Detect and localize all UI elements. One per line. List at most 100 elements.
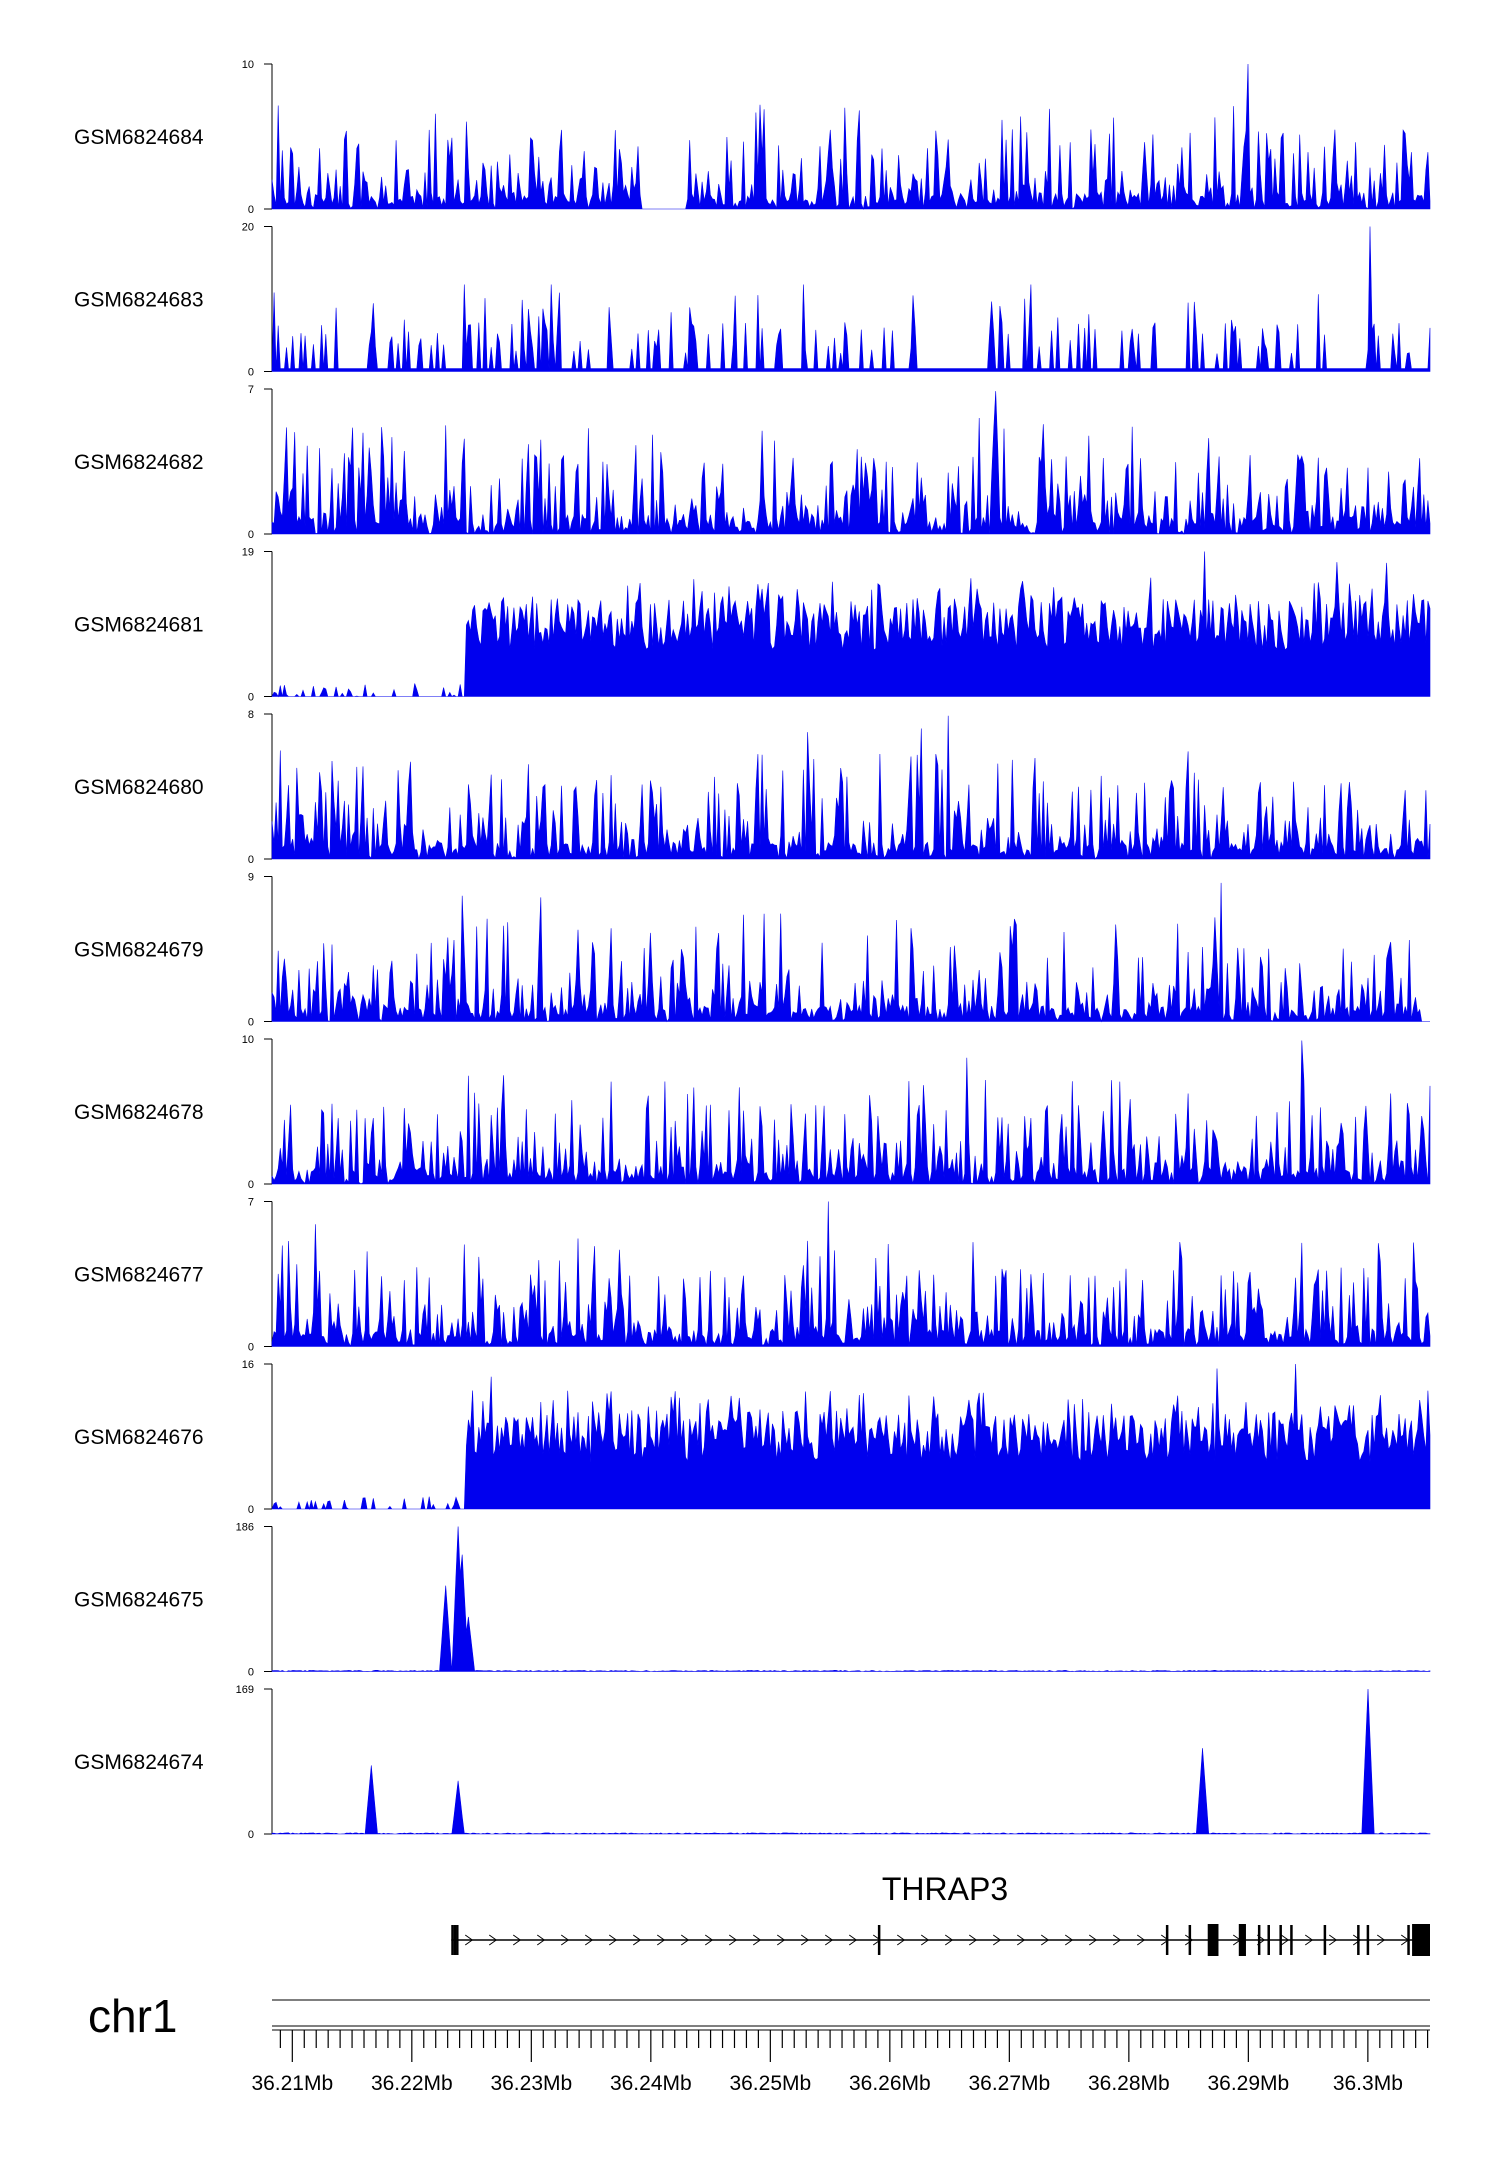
signal-area-gsm6824683	[271, 226, 1431, 372]
strand-arrow	[800, 1934, 810, 1946]
strand-arrow	[728, 1934, 738, 1946]
y-axis-max-label: 10	[242, 1034, 254, 1046]
y-axis-min-label: 0	[248, 367, 254, 379]
strand-arrow	[1088, 1934, 1098, 1946]
y-axis-max-label: 8	[248, 709, 254, 721]
signal-tracks: GSM6824684100GSM6824683200GSM682468270GS…	[74, 59, 1431, 1841]
strand-arrow	[1304, 1934, 1314, 1946]
track-label: GSM6824683	[74, 289, 204, 312]
exon	[1238, 1924, 1246, 1956]
y-axis-max-label: 10	[242, 59, 254, 71]
y-axis-max-label: 169	[236, 1684, 254, 1696]
strand-arrow	[1184, 1934, 1194, 1946]
strand-arrow	[776, 1934, 786, 1946]
strand-arrow	[680, 1934, 690, 1946]
exon	[1357, 1925, 1360, 1955]
genomic-axis: 36.21Mb 36.22Mb 36.23Mb 36.24Mb 36.25Mb 36.26…	[251, 2029, 1430, 2095]
track-gsm6824681: GSM6824681 19 0	[74, 547, 1431, 704]
track-gsm6824682: GSM6824682 7 0	[74, 384, 1431, 541]
x-tick-label: 36.29Mb	[1207, 2072, 1289, 2095]
track-gsm6824677: GSM6824677 7 0	[74, 1197, 1431, 1354]
track-gsm6824678: GSM6824678 10 0	[74, 1034, 1431, 1191]
strand-arrow	[848, 1934, 858, 1946]
track-label: GSM6824679	[74, 939, 204, 962]
strand-arrow	[1352, 1934, 1362, 1946]
track-gsm6824680: GSM6824680 8 0	[74, 709, 1431, 866]
y-axis-min-label: 0	[248, 1342, 254, 1354]
x-tick-label: 36.27Mb	[968, 2072, 1050, 2095]
strand-arrow	[944, 1934, 954, 1946]
strand-arrow	[584, 1934, 594, 1946]
x-tick-label: 36.21Mb	[251, 2072, 333, 2095]
strand-arrow	[632, 1934, 642, 1946]
exon	[1207, 1924, 1219, 1956]
exon	[1323, 1925, 1327, 1955]
x-tick-label: 36.3Mb	[1333, 2072, 1403, 2095]
signal-area-gsm6824674	[271, 1688, 1431, 1835]
y-axis-min-label: 0	[248, 1504, 254, 1516]
chromosome-label: chr1	[88, 1990, 177, 2042]
track-label: GSM6824674	[74, 1751, 204, 1774]
signal-area-gsm6824684	[271, 63, 1431, 211]
signal-area-gsm6824678	[271, 1040, 1431, 1185]
exon	[1290, 1925, 1293, 1955]
strand-arrow	[920, 1934, 930, 1946]
x-tick-label: 36.24Mb	[610, 2072, 692, 2095]
signal-area-gsm6824681	[271, 551, 1431, 698]
y-axis-min-label: 0	[248, 1829, 254, 1841]
track-gsm6824675: GSM6824675 186 0	[74, 1522, 1431, 1679]
strand-arrow	[992, 1934, 1002, 1946]
y-axis-min-label: 0	[248, 1667, 254, 1679]
strand-arrow	[1136, 1934, 1146, 1946]
y-axis-max-label: 19	[242, 547, 254, 559]
strand-arrow	[1376, 1934, 1386, 1946]
y-axis-min-label: 0	[248, 529, 254, 541]
strand-arrow	[896, 1934, 906, 1946]
strand-arrow	[512, 1934, 522, 1946]
track-gsm6824674: GSM6824674 169 0	[74, 1684, 1431, 1841]
exon	[456, 1925, 459, 1955]
track-label: GSM6824682	[74, 451, 204, 474]
track-gsm6824676: GSM6824676 16 0	[74, 1359, 1431, 1516]
signal-area-gsm6824679	[271, 882, 1430, 1023]
y-axis-min-label: 0	[248, 204, 254, 216]
y-axis-min-label: 0	[248, 1017, 254, 1029]
y-axis-min-label: 0	[248, 1179, 254, 1191]
strand-arrow	[752, 1934, 762, 1946]
x-tick-label: 36.26Mb	[849, 2072, 931, 2095]
track-label: GSM6824675	[74, 1589, 204, 1612]
exon	[453, 1925, 457, 1955]
exon	[1407, 1925, 1410, 1955]
track-gsm6824684: GSM6824684 10 0	[74, 59, 1431, 216]
y-axis-max-label: 9	[248, 872, 254, 884]
y-axis-max-label: 7	[248, 384, 254, 396]
track-label: GSM6824677	[74, 1264, 204, 1287]
signal-area-gsm6824682	[271, 391, 1431, 535]
track-gsm6824679: GSM6824679 9 0	[74, 872, 1430, 1029]
y-axis-min-label: 0	[248, 854, 254, 866]
exon	[877, 1925, 881, 1955]
exon	[451, 1925, 454, 1955]
strand-arrow	[1040, 1934, 1050, 1946]
track-label: GSM6824681	[74, 614, 204, 637]
y-axis-max-label: 186	[236, 1522, 254, 1534]
strand-arrow	[656, 1934, 666, 1946]
signal-area-gsm6824680	[271, 715, 1431, 860]
x-tick-label: 36.25Mb	[729, 2072, 811, 2095]
x-tick-label: 36.23Mb	[490, 2072, 572, 2095]
signal-area-gsm6824676	[271, 1363, 1431, 1511]
strand-arrow	[1064, 1934, 1074, 1946]
y-axis-max-label: 20	[242, 222, 254, 234]
exon	[1188, 1925, 1192, 1955]
track-label: GSM6824684	[74, 126, 204, 149]
strand-arrow	[1328, 1934, 1338, 1946]
strand-arrow	[1016, 1934, 1026, 1946]
exon	[1366, 1925, 1370, 1955]
track-label: GSM6824678	[74, 1101, 204, 1124]
y-axis-max-label: 16	[242, 1359, 254, 1371]
exon	[1257, 1925, 1261, 1955]
strand-arrow	[536, 1934, 546, 1946]
strand-arrow	[560, 1934, 570, 1946]
strand-arrow	[1280, 1934, 1290, 1946]
